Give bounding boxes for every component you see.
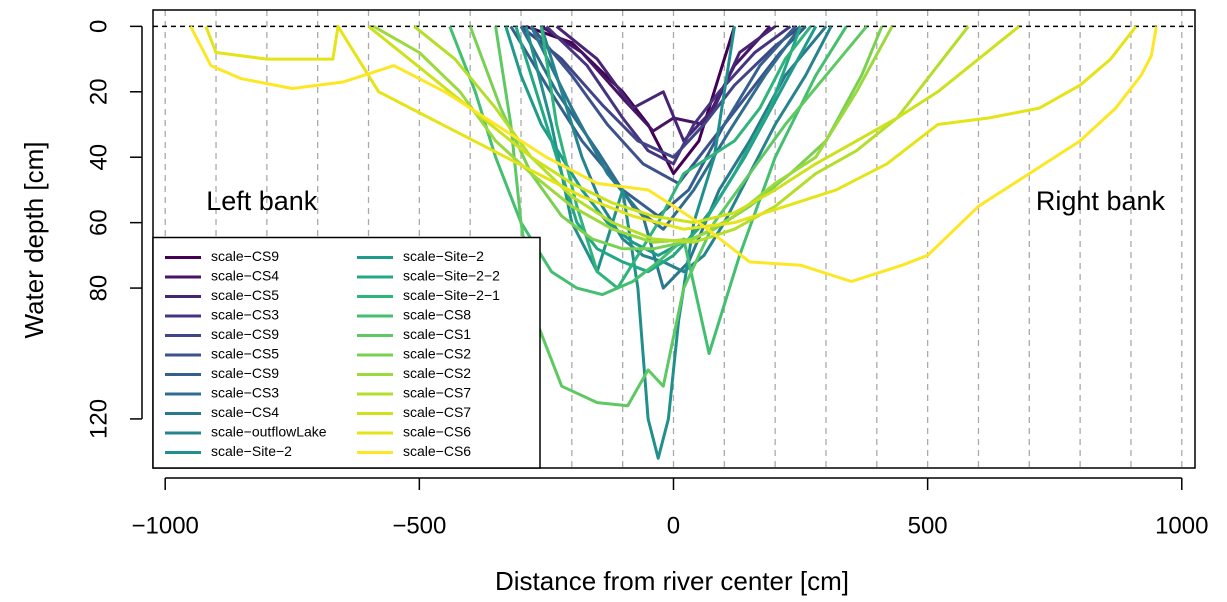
legend-label: scale−CS3 xyxy=(211,385,279,401)
series-line xyxy=(519,25,802,231)
legend-label: scale−Site−2−2 xyxy=(403,268,500,284)
legend-box xyxy=(152,236,541,469)
x-tick-label: −500 xyxy=(392,512,446,539)
series-line xyxy=(204,24,1138,231)
series-line xyxy=(520,25,802,159)
y-tick-label: 120 xyxy=(85,399,112,439)
y-tick-label: 20 xyxy=(85,78,112,105)
legend-label: scale−CS5 xyxy=(211,287,279,303)
y-axis-title: Water depth [cm] xyxy=(19,142,49,339)
y-tick-label: 40 xyxy=(85,144,112,171)
legend-label: scale−CS3 xyxy=(211,307,279,323)
legend-label: scale−CS1 xyxy=(403,326,471,342)
legend-label: scale−outflowLake xyxy=(211,424,327,440)
y-tick-label: 80 xyxy=(85,275,112,302)
x-tick-label: 1000 xyxy=(1155,512,1208,539)
y-tick-label: 0 xyxy=(85,20,112,33)
x-axis-title: Distance from river center [cm] xyxy=(495,566,849,596)
annotation: Right bank xyxy=(1036,186,1166,216)
legend-label: scale−Site−2−1 xyxy=(403,287,500,303)
series-line xyxy=(468,25,884,251)
series-line xyxy=(529,25,828,290)
series-line xyxy=(555,25,777,143)
series-line xyxy=(448,25,848,355)
series-line xyxy=(514,25,803,274)
legend-label: scale−CS9 xyxy=(211,326,279,342)
series-line xyxy=(545,25,792,166)
legend-label: scale−CS8 xyxy=(403,307,471,323)
x-tick-label: 0 xyxy=(667,512,680,539)
legend-label: scale−Site−2 xyxy=(403,248,484,264)
legend-label: scale−CS5 xyxy=(211,346,279,362)
legend-label: scale−CS2 xyxy=(403,346,471,362)
annotation: Left bank xyxy=(206,186,318,216)
x-tick-label: −1000 xyxy=(131,512,198,539)
legend-label: scale−CS7 xyxy=(403,385,471,401)
series-line xyxy=(413,25,970,244)
legend-label: scale−CS4 xyxy=(211,404,279,420)
legend-label: scale−CS6 xyxy=(403,443,471,459)
series-line xyxy=(189,25,1158,283)
legend-label: scale−CS4 xyxy=(211,268,279,284)
legend-label: scale−CS9 xyxy=(211,248,279,264)
legend-label: scale−CS9 xyxy=(211,365,279,381)
x-tick-label: 500 xyxy=(908,512,948,539)
legend-label: scale−CS7 xyxy=(403,404,471,420)
legend-label: scale−CS6 xyxy=(403,424,471,440)
y-tick-label: 60 xyxy=(85,209,112,236)
series-line xyxy=(539,25,833,274)
legend-label: scale−Site−2 xyxy=(211,443,292,459)
legend-label: scale−CS2 xyxy=(403,365,471,381)
series-line xyxy=(372,25,894,244)
